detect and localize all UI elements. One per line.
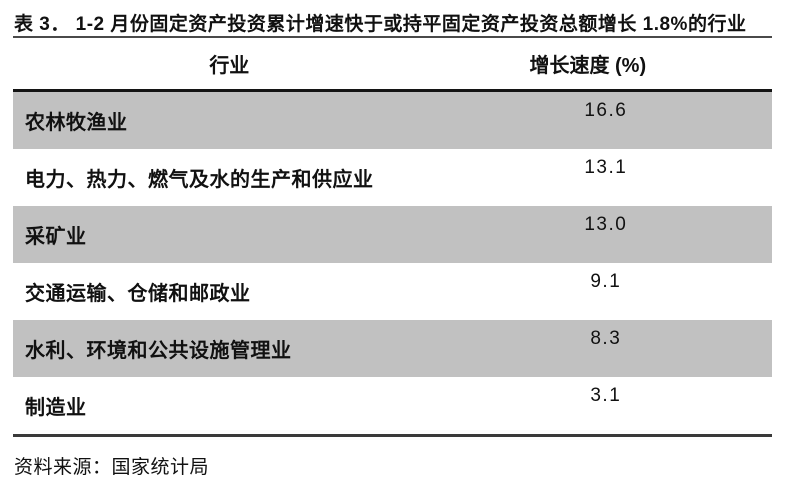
industry-cell: 制造业	[25, 397, 87, 419]
table-title: 表 3． 1-2 月份固定资产投资累计增速快于或持平固定资产投资总额增长 1.8…	[14, 14, 747, 35]
table-row: 交通运输、仓储和邮政业 9.1	[13, 263, 772, 320]
table-row: 采矿业 13.0	[13, 206, 772, 263]
value-cell: 8.3	[590, 328, 622, 349]
column-header-industry: 行业	[209, 55, 250, 77]
data-table: 行业 增长速度 (%) 农林牧渔业 16.6 电力、热力、燃气及水的生产和供应业…	[13, 36, 772, 437]
value-cell: 13.0	[584, 214, 628, 235]
value-cell: 9.1	[590, 271, 622, 292]
industry-cell: 农林牧渔业	[25, 112, 128, 134]
table-row: 电力、热力、燃气及水的生产和供应业 13.1	[13, 149, 772, 206]
industry-cell: 水利、环境和公共设施管理业	[25, 340, 292, 362]
value-cell: 3.1	[590, 385, 622, 406]
table-row: 水利、环境和公共设施管理业 8.3	[13, 320, 772, 377]
industry-cell: 交通运输、仓储和邮政业	[25, 283, 251, 305]
source-note: 资料来源：国家统计局	[14, 457, 210, 478]
value-cell: 16.6	[584, 100, 628, 121]
industry-cell: 采矿业	[25, 226, 87, 248]
table-body: 农林牧渔业 16.6 电力、热力、燃气及水的生产和供应业 13.1 采矿业 13…	[13, 92, 772, 437]
column-header-growth-rate: 增长速度 (%)	[529, 55, 647, 77]
value-cell: 13.1	[584, 157, 628, 178]
table-header-row: 行业 增长速度 (%)	[13, 38, 772, 92]
table-row: 农林牧渔业 16.6	[13, 92, 772, 149]
industry-cell: 电力、热力、燃气及水的生产和供应业	[25, 169, 374, 191]
table-row: 制造业 3.1	[13, 377, 772, 434]
